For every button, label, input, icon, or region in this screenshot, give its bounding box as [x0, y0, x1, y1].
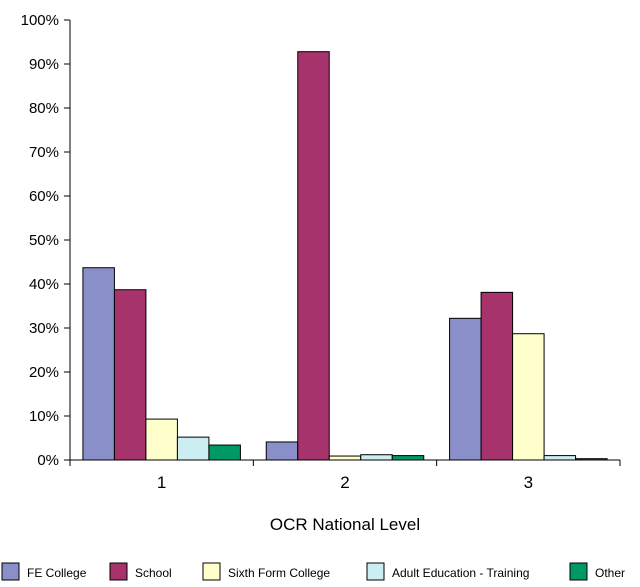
bar — [208, 444, 241, 461]
bar — [391, 455, 425, 461]
bar — [82, 267, 115, 461]
legend-swatch — [109, 562, 128, 581]
bar-marks — [82, 51, 608, 461]
legend-label: Sixth Form College — [228, 566, 330, 580]
legend-label: Adult Education - Training — [392, 566, 529, 580]
bar — [512, 333, 545, 461]
legend-label: School — [135, 566, 172, 580]
legend-swatch — [202, 562, 221, 581]
y-tick-label: 10% — [29, 408, 59, 425]
bar — [480, 291, 514, 461]
bar — [543, 455, 577, 461]
y-tick-label: 90% — [29, 56, 59, 73]
y-tick-label: 40% — [29, 276, 59, 293]
y-tick-label: 50% — [29, 232, 59, 249]
y-axis-ticks: 0% 10% 20% 30% 40% 50% 60% 70% 80% 90% 100% — [21, 12, 70, 469]
y-tick-label: 100% — [21, 12, 59, 29]
bar — [176, 436, 210, 461]
legend-label: FE College — [27, 566, 87, 580]
legend: FE College School Sixth Form College Adult … — [1, 562, 625, 581]
x-tick-label: 3 — [524, 473, 533, 492]
bar — [360, 454, 393, 461]
legend-swatch — [569, 562, 588, 581]
x-tick-label: 2 — [340, 473, 349, 492]
bar — [145, 418, 178, 461]
x-axis-ticks: 1 2 3 — [69, 460, 621, 492]
legend-swatch — [1, 562, 20, 581]
x-axis-title: OCR National Level — [270, 515, 420, 534]
legend-swatch — [366, 562, 385, 581]
bar — [113, 289, 147, 461]
bar — [575, 458, 608, 461]
bar — [297, 51, 330, 461]
bar — [449, 317, 482, 461]
y-tick-label: 70% — [29, 144, 59, 161]
y-tick-label: 60% — [29, 188, 59, 205]
legend-label: Other — [595, 566, 625, 580]
bar — [328, 455, 362, 461]
x-tick-label: 1 — [157, 473, 166, 492]
y-tick-label: 20% — [29, 364, 59, 381]
y-tick-label: 80% — [29, 100, 59, 117]
bar — [265, 441, 299, 461]
y-tick-label: 0% — [37, 452, 59, 469]
y-tick-label: 30% — [29, 320, 59, 337]
